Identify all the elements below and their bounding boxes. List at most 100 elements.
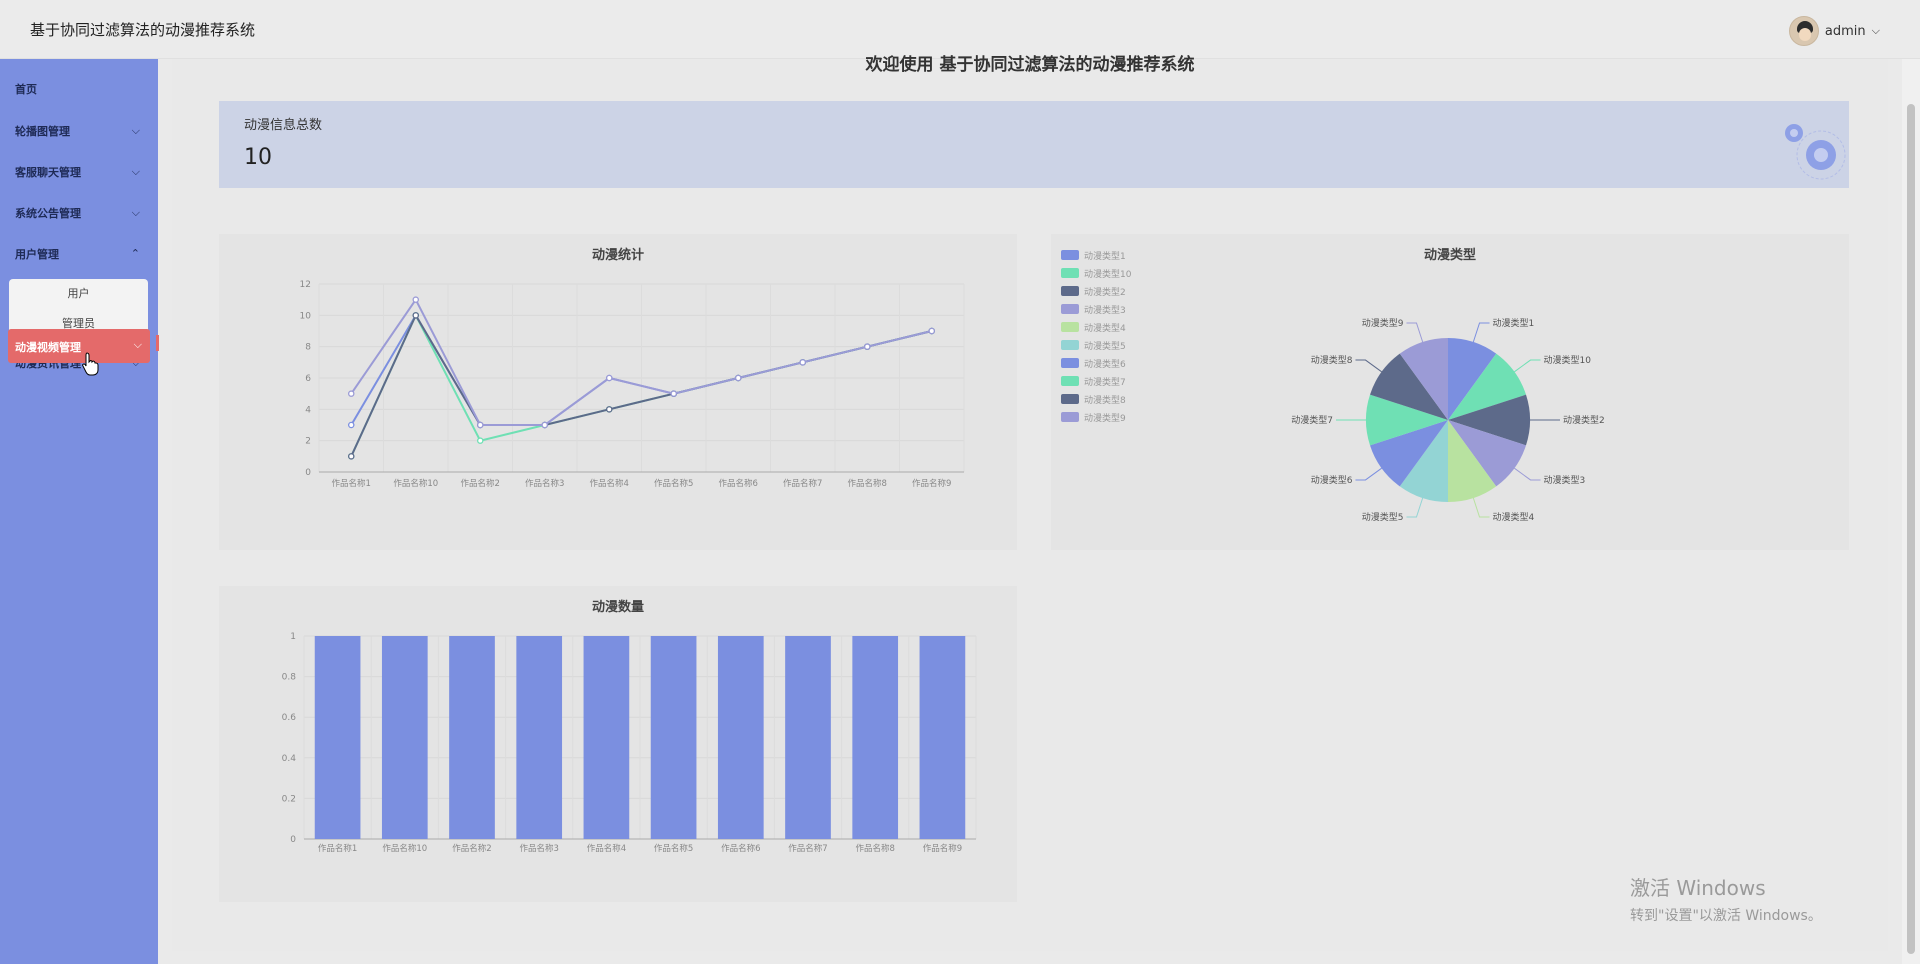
watermark-line2: 转到"设置"以激活 Windows。 — [1630, 908, 1822, 924]
y-tick-label: 4 — [305, 405, 311, 415]
y-tick-label: 0.6 — [282, 713, 297, 723]
bar-chart-panel: 动漫数量 0 0.2 0.4 0.6 0.8 1 作品名称1 作品名称10 作品名称2 作品名称3… — [219, 586, 1017, 902]
watermark-line1: 激活 Windows — [1630, 876, 1766, 900]
avatar[interactable] — [1788, 16, 1819, 46]
legend-label: 动漫类型8 — [1084, 394, 1126, 406]
sidebar-item-carousel[interactable]: 轮播图管理 ⌵ — [0, 111, 158, 151]
legend-swatch — [1061, 304, 1079, 314]
x-tick-label: 作品名称9 — [923, 843, 962, 854]
sidebar-item-users[interactable]: 用户管理 ⌃ — [0, 234, 158, 274]
sidebar: 首页 轮播图管理 ⌵ 客服聊天管理 ⌵ 系统公告管理 ⌵ 用户管理 ⌃ 用户 管… — [0, 59, 158, 964]
x-tick-label: 作品名称2 — [452, 843, 491, 854]
bar — [516, 636, 563, 839]
stat-card: 动漫信息总数 10 — [219, 101, 1849, 188]
app-title: 基于协同过滤算法的动漫推荐系统 — [30, 21, 256, 39]
legend-label: 动漫类型1 — [1084, 250, 1126, 262]
x-tick-label: 作品名称8 — [848, 478, 887, 489]
gear-icon — [1785, 124, 1846, 180]
data-point — [412, 296, 419, 303]
x-tick-label: 作品名称5 — [654, 478, 693, 489]
username[interactable]: admin — [1824, 23, 1866, 39]
chevron-up-icon: ⌃ — [130, 247, 140, 260]
y-tick-label: 2 — [305, 437, 311, 447]
sidebar-item-customer-chat[interactable]: 客服聊天管理 ⌵ — [0, 152, 158, 192]
legend-label: 动漫类型2 — [1084, 286, 1126, 298]
y-tick-label: 0 — [290, 835, 296, 845]
y-tick-label: 1 — [290, 632, 296, 642]
bar — [785, 636, 831, 839]
data-point — [605, 406, 613, 413]
data-point — [476, 437, 484, 444]
legend-swatch — [1061, 376, 1079, 386]
x-tick-label: 作品名称10 — [393, 478, 438, 489]
line-chart: 0 2 4 6 8 10 12 作品名称1 作品名称10 作品名称2 作品名称3 作品名称4 作品名称5… — [300, 280, 965, 489]
data-point — [541, 421, 548, 429]
slice-label: 动漫类型9 — [1362, 317, 1404, 329]
pie-chart-panel: 动漫类型 动漫类型1 动漫类型10 动漫类型2 动漫类型3 动漫类型4 动漫类型5 动漫类型… — [1051, 234, 1849, 550]
legend-swatch — [1061, 322, 1079, 332]
sidebar-item-announcements[interactable]: 系统公告管理 ⌵ — [0, 193, 158, 233]
legend-swatch — [1061, 394, 1079, 404]
x-tick-label: 作品名称3 — [519, 843, 558, 854]
stat-label: 动漫信息总数 — [244, 118, 323, 133]
bar — [583, 636, 630, 839]
x-tick-label: 作品名称4 — [590, 478, 629, 489]
data-point — [476, 421, 484, 429]
sidebar-item-label: 轮播图管理 — [15, 125, 70, 138]
pie-slice — [1370, 353, 1448, 420]
slice-label: 动漫类型5 — [1362, 511, 1404, 523]
legend-swatch — [1061, 412, 1079, 422]
bar — [381, 636, 428, 839]
y-tick-label: 0.8 — [282, 673, 297, 683]
scrollbar[interactable] — [1902, 59, 1920, 964]
top-bar: 基于协同过滤算法的动漫推荐系统 admin ⌵ — [0, 0, 1920, 59]
legend-swatch — [1061, 286, 1079, 296]
slice-leader-line — [1472, 497, 1490, 518]
chart-title: 动漫数量 — [591, 600, 644, 615]
pie-slice — [1399, 420, 1448, 502]
data-point — [864, 343, 871, 350]
legend-label: 动漫类型9 — [1084, 412, 1126, 424]
active-indicator — [156, 335, 159, 351]
bar — [919, 636, 966, 839]
scrollbar-thumb[interactable] — [1907, 104, 1915, 954]
chevron-down-icon[interactable]: ⌵ — [1871, 24, 1880, 37]
data-point — [670, 390, 677, 397]
user-menu[interactable]: admin ⌵ — [1788, 16, 1880, 46]
y-tick-label: 8 — [305, 343, 311, 353]
chart-title: 动漫统计 — [591, 248, 644, 263]
sidebar-item-home[interactable]: 首页 — [0, 69, 158, 109]
chart-title: 动漫类型 — [1423, 248, 1476, 263]
slice-label: 动漫类型7 — [1291, 414, 1333, 426]
slice-leader-line — [1406, 322, 1424, 343]
x-tick-label: 作品名称9 — [912, 478, 951, 489]
y-tick-label: 0.4 — [282, 754, 297, 764]
sidebar-item-label: 动漫视频管理 — [15, 341, 81, 354]
submenu-item-user[interactable]: 用户 — [67, 287, 90, 300]
x-tick-label: 作品名称8 — [855, 843, 894, 854]
data-point — [412, 312, 419, 319]
sidebar-item-label: 客服聊天管理 — [15, 166, 81, 179]
series-line — [350, 297, 932, 426]
x-tick-label: 作品名称1 — [318, 843, 357, 854]
pie-slice — [1399, 338, 1448, 420]
y-tick-label: 0 — [305, 468, 311, 478]
x-tick-label: 作品名称7 — [788, 843, 827, 854]
legend-label: 动漫类型7 — [1084, 376, 1126, 388]
pie-slice — [1366, 394, 1448, 446]
legend-label: 动漫类型3 — [1084, 304, 1126, 316]
legend-label: 动漫类型5 — [1084, 340, 1126, 352]
slice-label: 动漫类型1 — [1493, 317, 1535, 329]
sidebar-item-label: 系统公告管理 — [15, 207, 81, 220]
x-tick-label: 作品名称2 — [461, 478, 500, 489]
legend-label: 动漫类型6 — [1084, 358, 1126, 370]
slice-leader-line — [1472, 322, 1490, 343]
sidebar-item-video[interactable]: 动漫视频管理 ⌵ — [8, 329, 150, 363]
pie-chart: 动漫类型1 动漫类型10 动漫类型2 动漫类型3 动漫类型4 动漫类型5 动漫类型6 动漫类型… — [1061, 250, 1605, 523]
slice-label: 动漫类型10 — [1544, 354, 1592, 366]
slice-label: 动漫类型4 — [1493, 511, 1535, 523]
submenu-item-admin[interactable]: 管理员 — [62, 317, 95, 330]
windows-watermark: 激活 Windows 转到"设置"以激活 Windows。 — [1630, 872, 1822, 925]
legend-swatch — [1061, 268, 1079, 278]
slice-label: 动漫类型6 — [1311, 474, 1353, 486]
